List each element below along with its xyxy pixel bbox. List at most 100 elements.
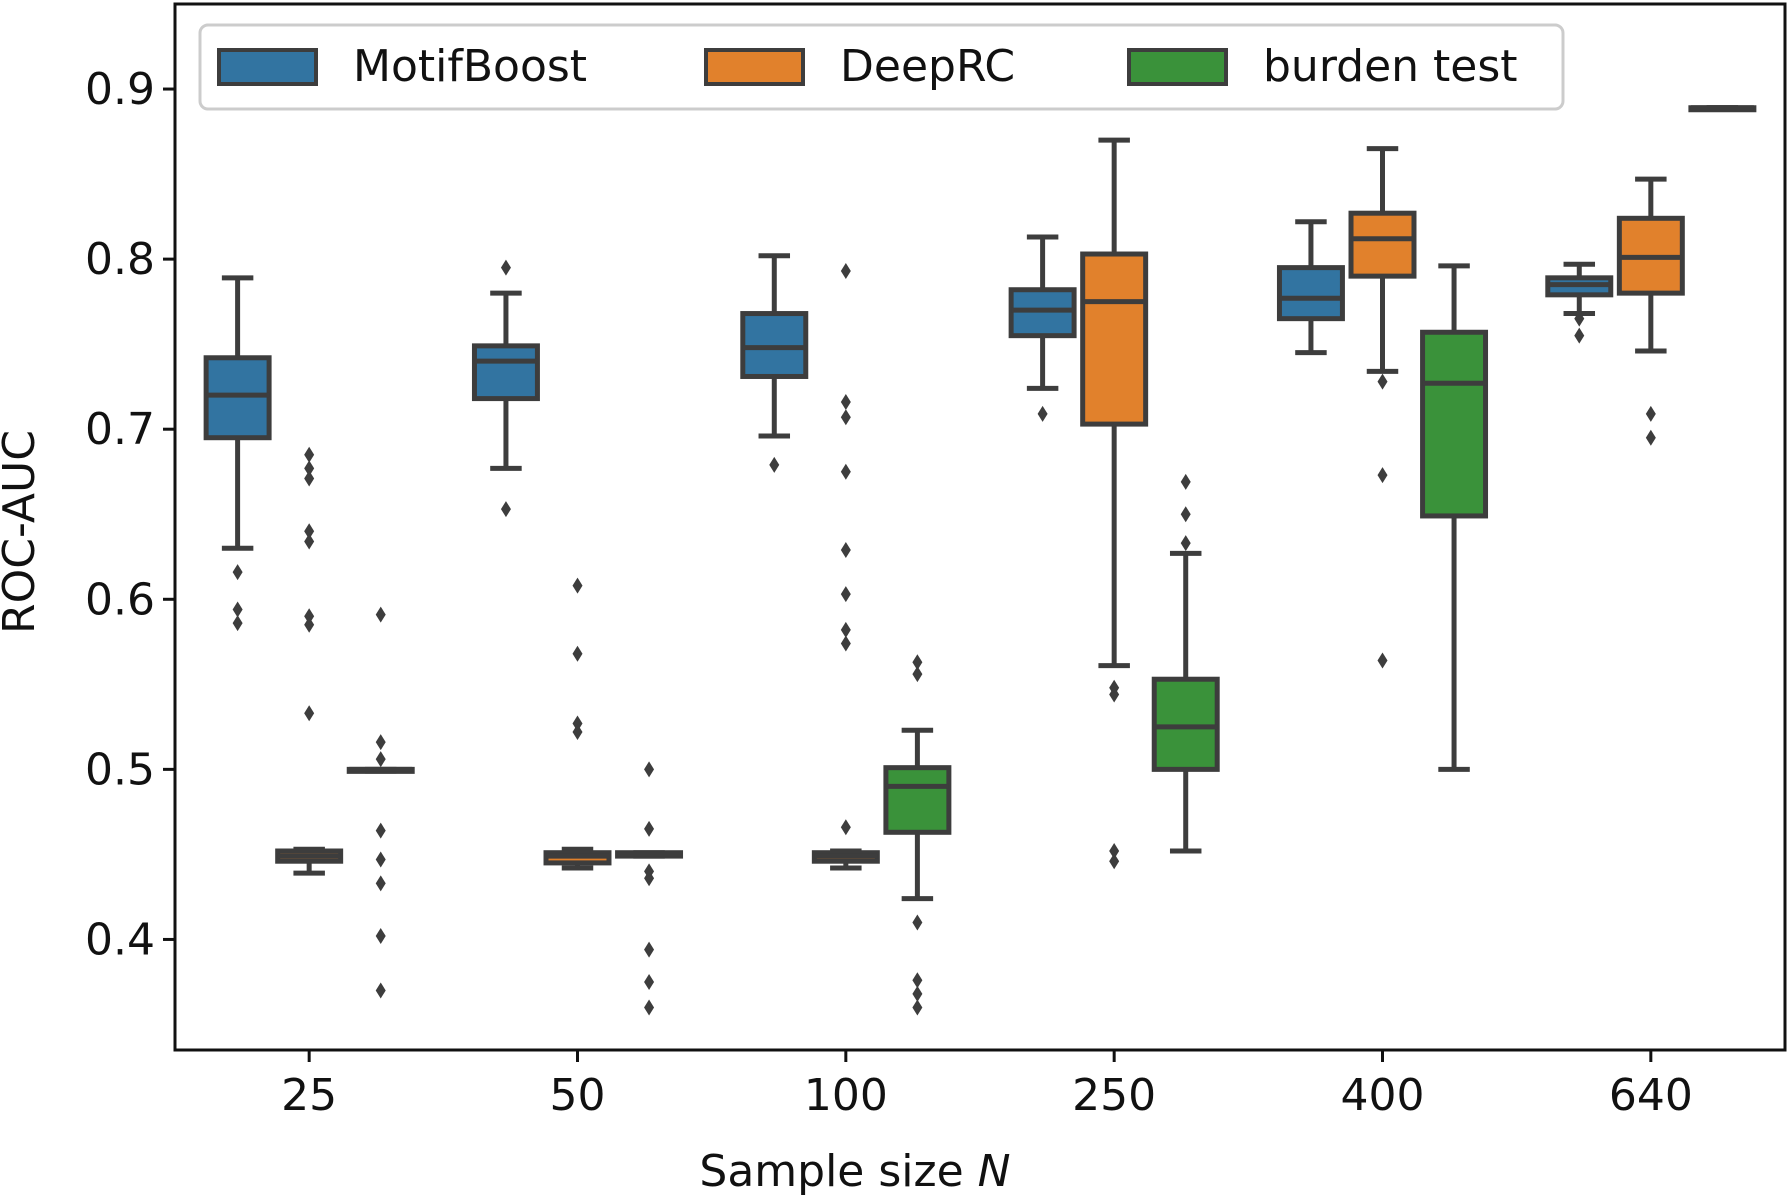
outlier-point [232, 564, 243, 581]
outlier-point [375, 751, 386, 768]
outlier-point [1109, 853, 1120, 870]
box-deeprc-50 [543, 577, 612, 871]
outlier-point [1109, 686, 1120, 703]
box-motifboost-100 [740, 253, 809, 473]
x-tick-label: 250 [1072, 1070, 1156, 1121]
outlier-point [304, 705, 315, 722]
outlier-point [1377, 467, 1388, 484]
outlier-point [304, 608, 315, 625]
legend-swatch-deeprc [704, 48, 805, 86]
legend: MotifBoost DeepRC burden test [198, 23, 1565, 111]
outlier-point [375, 982, 386, 999]
legend-swatch-motifboost [217, 48, 318, 86]
outlier-point [500, 259, 511, 276]
x-axis-label-text: Sample size [699, 1146, 963, 1197]
outlier-point [840, 263, 851, 280]
outlier-point [1645, 429, 1656, 446]
outlier-point [912, 972, 923, 989]
outlier-point [912, 999, 923, 1016]
outlier-point [375, 822, 386, 839]
box-burden-test-100 [883, 654, 952, 1016]
outlier-point [644, 941, 655, 958]
y-tick-label: 0.6 [85, 574, 155, 625]
outlier-point [840, 409, 851, 426]
outlier-point [375, 875, 386, 892]
legend-label-deeprc: DeepRC [840, 41, 1015, 92]
box-iqr [1080, 251, 1149, 427]
legend-swatch-burden-test [1127, 48, 1228, 86]
x-tick-label: 100 [804, 1070, 888, 1121]
outlier-point [644, 973, 655, 990]
outlier-point [644, 761, 655, 778]
outlier-point [912, 985, 923, 1002]
outlier-point [572, 723, 583, 740]
box-deeprc-400 [1348, 146, 1417, 669]
outlier-point [644, 820, 655, 837]
outlier-point [304, 470, 315, 487]
x-tick-label: 400 [1341, 1070, 1425, 1121]
outlier-point [912, 914, 923, 931]
outlier-point [304, 460, 315, 477]
box-iqr [1348, 210, 1417, 279]
box-burden-test-250 [1151, 473, 1220, 854]
outlier-point [912, 666, 923, 683]
box-burden-test-400 [1420, 263, 1489, 772]
outlier-point [1180, 535, 1191, 552]
y-tick-label: 0.8 [85, 234, 155, 285]
legend-label-burden-test: burden test [1263, 41, 1518, 92]
outlier-point [232, 615, 243, 632]
legend-frame [198, 23, 1565, 111]
outlier-point [500, 501, 511, 518]
outlier-point [375, 606, 386, 623]
outlier-point [1574, 310, 1585, 327]
legend-entry-motifboost: MotifBoost [217, 41, 587, 92]
x-axis-label-variable: N [978, 1146, 1011, 1197]
box-iqr [471, 343, 540, 402]
outlier-point [644, 999, 655, 1016]
outlier-point [304, 446, 315, 463]
outlier-point [1180, 473, 1191, 490]
box-motifboost-25 [203, 275, 272, 632]
outlier-point [375, 928, 386, 945]
outlier-point [1377, 373, 1388, 390]
outlier-point [375, 851, 386, 868]
box-iqr [740, 311, 809, 379]
outlier-point [840, 541, 851, 558]
box-iqr [883, 765, 952, 835]
outlier-point [1645, 405, 1656, 422]
box-deeprc-100 [811, 263, 880, 871]
x-tick-label: 640 [1609, 1070, 1693, 1121]
legend-label-motifboost: MotifBoost [353, 41, 587, 92]
y-axis-label: ROC-AUC [0, 430, 45, 634]
x-axis-label: Sample size N [699, 1146, 1010, 1197]
outlier-point [304, 616, 315, 633]
legend-entry-deeprc: DeepRC [704, 41, 1015, 92]
box-deeprc-25 [275, 446, 344, 876]
x-tick-label: 25 [281, 1070, 337, 1121]
box-motifboost-250 [1008, 234, 1077, 422]
outlier-point [375, 734, 386, 751]
outlier-point [644, 870, 655, 887]
box-motifboost-50 [471, 259, 540, 518]
box-iqr [1008, 287, 1077, 339]
legend-entry-burden-test: burden test [1127, 41, 1518, 92]
outlier-point [1037, 405, 1048, 422]
y-tick-label: 0.5 [85, 744, 155, 795]
box-iqr [1276, 265, 1345, 322]
outlier-point [769, 456, 780, 473]
box-deeprc-640 [1616, 176, 1685, 446]
outlier-point [840, 463, 851, 480]
outlier-point [840, 586, 851, 603]
y-tick-label: 0.7 [85, 404, 155, 455]
outlier-point [840, 393, 851, 410]
box-burden-test-640 [1688, 105, 1757, 113]
axes-layer: 0.4 0.5 0.6 0.7 0.8 0.9 25 50 100 250 400 640 [85, 2, 1787, 1121]
outlier-point [1377, 652, 1388, 669]
outlier-point [840, 635, 851, 652]
outlier-point [1180, 506, 1191, 523]
box-motifboost-640 [1545, 261, 1614, 344]
box-iqr [1420, 329, 1489, 519]
box-iqr [1151, 676, 1220, 772]
box-burden-test-50 [615, 761, 684, 1016]
